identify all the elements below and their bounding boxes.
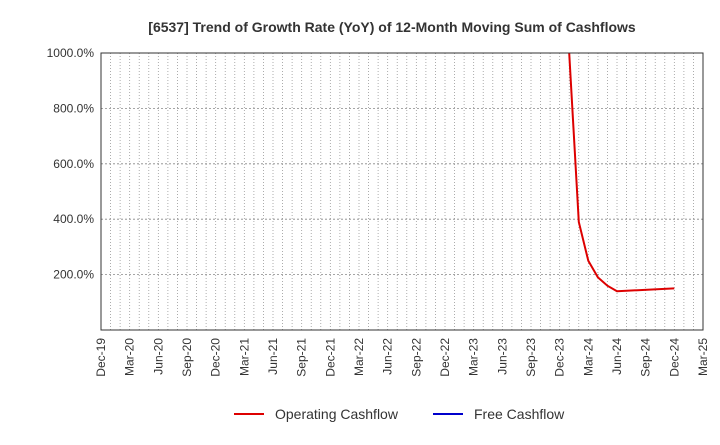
- x-tick-label: Dec-22: [438, 338, 452, 377]
- x-axis-tick-labels: Dec-19 Mar-20 Jun-20 Sep-20 Dec-20 Mar-21 Jun-…: [94, 338, 710, 377]
- y-tick-label: 800.0%: [53, 101, 94, 115]
- grid-lines: [101, 52, 703, 330]
- y-tick-label: 200.0%: [53, 268, 94, 282]
- x-tick-label: Mar-20: [123, 338, 137, 376]
- series-line-operating-cashflow: [568, 52, 675, 293]
- y-axis-tick-labels: 200.0% 400.0% 600.0% 800.0% 1000.0%: [47, 46, 95, 282]
- x-tick-label: Sep-22: [409, 338, 423, 377]
- x-tick-label: Jun-20: [151, 338, 165, 375]
- x-tick-label: Dec-23: [553, 338, 567, 377]
- x-tick-label: Dec-20: [209, 338, 223, 377]
- x-tick-label: Jun-24: [610, 338, 624, 375]
- x-tick-label: Jun-23: [495, 338, 509, 375]
- x-tick-label: Dec-21: [323, 338, 337, 377]
- x-tick-label: Mar-22: [352, 338, 366, 376]
- x-tick-label: Jun-22: [381, 338, 395, 375]
- y-tick-label: 400.0%: [53, 212, 94, 226]
- x-tick-label: Sep-21: [295, 338, 309, 377]
- legend-label: Free Cashflow: [474, 406, 565, 422]
- x-tick-label: Mar-24: [581, 338, 595, 376]
- x-tick-label: Mar-21: [237, 338, 251, 376]
- y-tick-label: 600.0%: [53, 157, 94, 171]
- legend-label: Operating Cashflow: [275, 406, 399, 422]
- x-tick-label: Dec-24: [667, 338, 681, 377]
- series-lines: [568, 52, 675, 293]
- chart-title: [6537] Trend of Growth Rate (YoY) of 12-…: [148, 19, 636, 35]
- x-tick-label: Sep-24: [639, 338, 653, 377]
- x-tick-label: Dec-19: [94, 338, 108, 377]
- y-tick-label: 1000.0%: [47, 46, 95, 60]
- x-tick-label: Mar-23: [467, 338, 481, 376]
- x-tick-label: Mar-25: [696, 338, 710, 376]
- x-tick-label: Sep-23: [524, 338, 538, 377]
- x-tick-label: Jun-21: [266, 338, 280, 375]
- x-tick-label: Sep-20: [180, 338, 194, 377]
- legend: Operating Cashflow Free Cashflow: [234, 406, 565, 422]
- plot-frame: [100, 52, 704, 331]
